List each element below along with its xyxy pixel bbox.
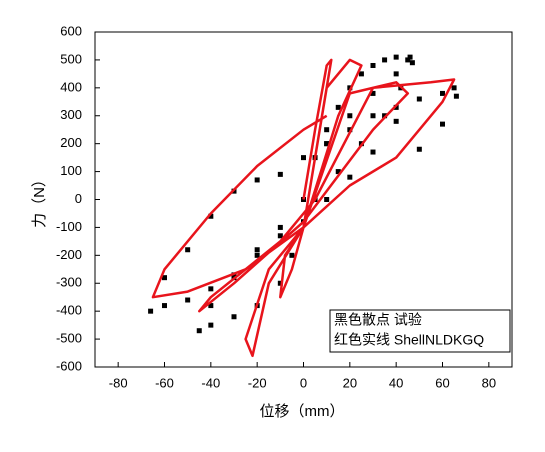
x-tick-label: 40 <box>389 375 403 390</box>
data-point <box>405 57 411 63</box>
x-tick-label: 80 <box>482 375 496 390</box>
y-axis-title: 力（N） <box>31 172 48 228</box>
y-tick-label: -200 <box>56 247 82 262</box>
data-point <box>208 213 214 219</box>
y-tick-label: -300 <box>56 275 82 290</box>
data-point <box>289 252 295 258</box>
y-tick-label: 500 <box>60 51 82 66</box>
y-tick-label: 200 <box>60 135 82 150</box>
data-point <box>370 149 376 155</box>
data-point <box>347 127 353 133</box>
x-tick-label: 20 <box>343 375 357 390</box>
data-point <box>324 141 330 147</box>
data-point <box>208 322 214 328</box>
y-tick-label: -400 <box>56 303 82 318</box>
legend-label: 红色实线 ShellNLDKGQ <box>334 332 484 348</box>
data-point <box>451 85 457 91</box>
data-point <box>393 54 399 60</box>
x-tick-label: 0 <box>300 375 307 390</box>
data-point <box>277 280 283 286</box>
y-tick-label: 400 <box>60 79 82 94</box>
data-point <box>393 104 399 110</box>
data-point <box>185 247 191 253</box>
data-point <box>409 60 415 66</box>
data-point <box>440 121 445 127</box>
x-tick-label: 60 <box>435 375 449 390</box>
data-line <box>151 58 456 358</box>
data-point <box>335 169 341 175</box>
data-point <box>393 71 399 77</box>
data-point <box>382 57 388 63</box>
data-point <box>254 247 260 253</box>
y-tick-label: 300 <box>60 107 82 122</box>
data-point <box>370 63 376 68</box>
data-point <box>453 93 459 99</box>
y-tick-label: 0 <box>75 191 82 206</box>
data-point <box>254 252 260 258</box>
data-point <box>162 303 167 309</box>
data-point <box>208 286 214 292</box>
legend-label: 黑色散点 试验 <box>334 312 422 328</box>
data-point <box>231 314 237 320</box>
data-point <box>185 297 191 303</box>
data-point <box>148 308 154 314</box>
data-point <box>347 113 353 119</box>
x-axis-title: 位移（mm） <box>260 403 345 420</box>
y-tick-label: -100 <box>56 219 82 234</box>
y-tick-label: 600 <box>60 23 82 38</box>
data-point <box>416 146 422 152</box>
data-point <box>277 171 283 177</box>
x-tick-label: -40 <box>201 375 220 390</box>
data-point <box>393 118 399 124</box>
data-point <box>324 197 330 202</box>
y-tick-label: -500 <box>56 331 82 346</box>
data-point <box>407 54 413 60</box>
data-point <box>358 71 364 77</box>
data-point <box>335 104 341 110</box>
y-tick-label: -600 <box>56 358 82 373</box>
data-point <box>370 90 376 96</box>
data-point <box>196 328 202 334</box>
data-point <box>208 303 214 309</box>
data-point <box>301 155 306 161</box>
x-tick-label: -20 <box>248 375 267 390</box>
data-point <box>254 177 260 183</box>
data-point <box>324 127 330 133</box>
legend-box <box>329 309 511 353</box>
data-point <box>370 113 376 119</box>
data-point <box>277 224 283 230</box>
data-point <box>416 96 422 102</box>
data-point <box>162 275 167 281</box>
data-point <box>277 233 283 239</box>
data-point <box>382 113 388 119</box>
x-tick-label: -80 <box>109 375 128 390</box>
data-point <box>347 174 353 180</box>
x-tick-label: -60 <box>155 375 174 390</box>
y-tick-label: 100 <box>60 163 82 178</box>
data-point <box>440 90 445 96</box>
